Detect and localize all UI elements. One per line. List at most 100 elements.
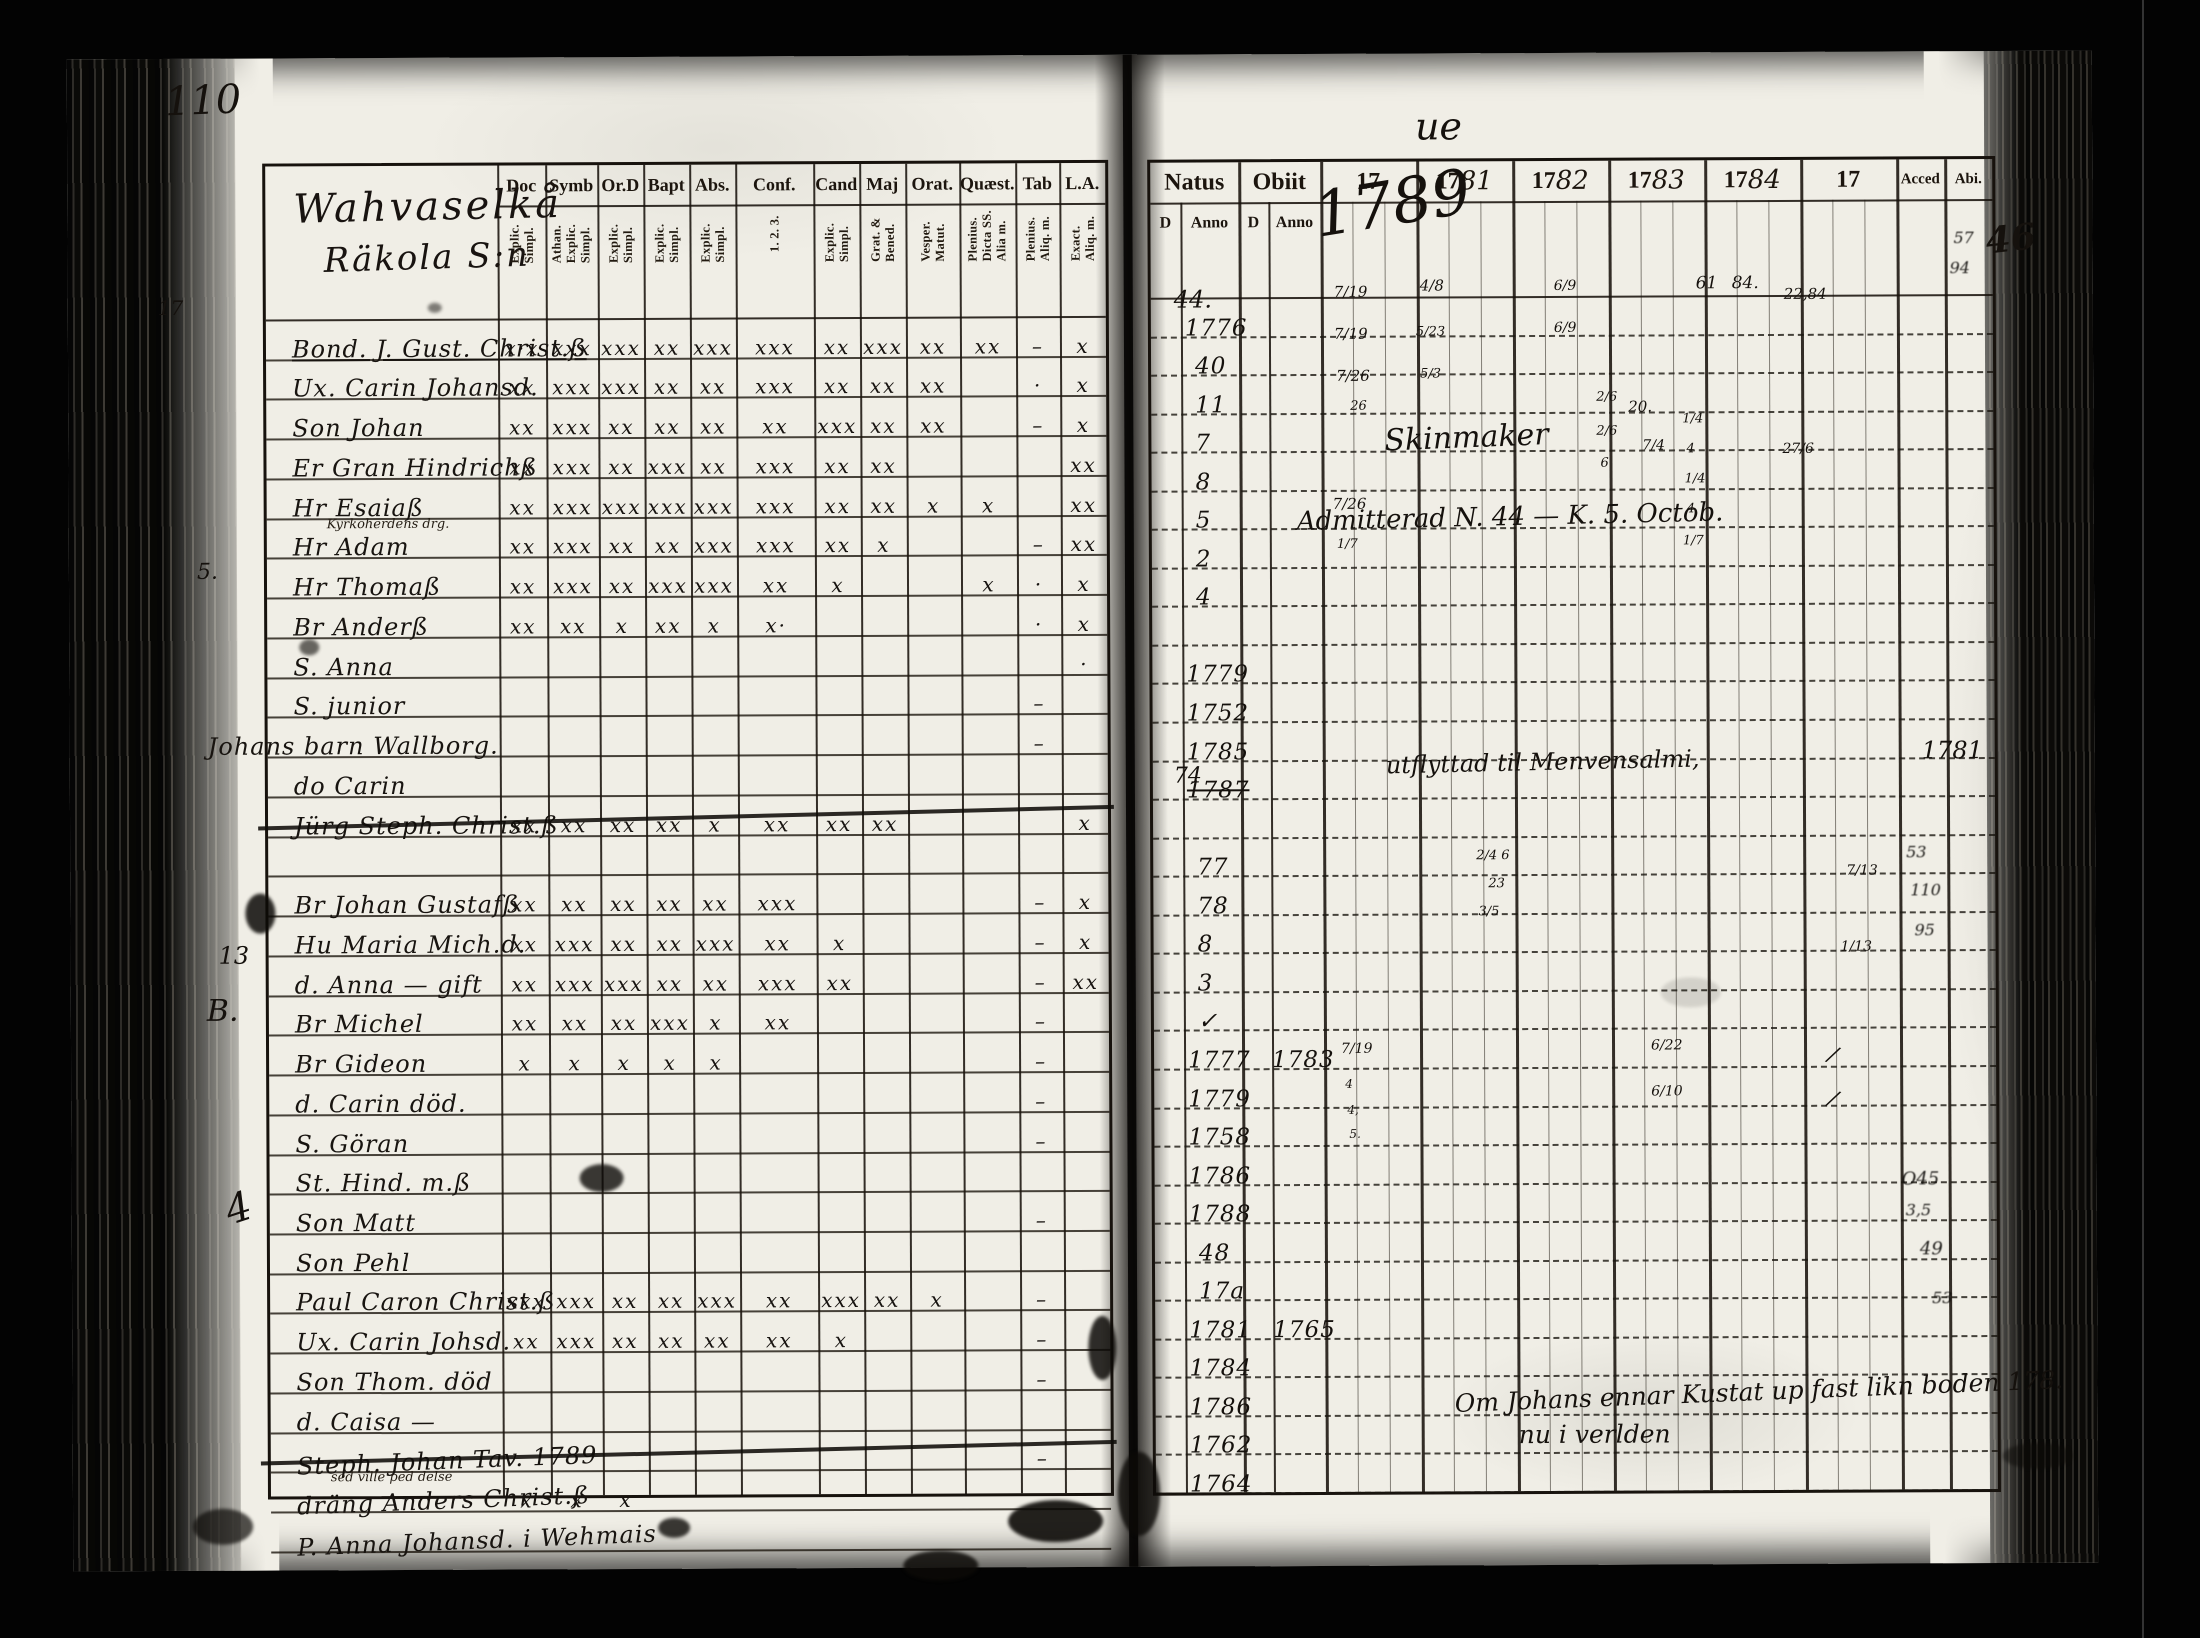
mark-cell: x — [1077, 611, 1091, 636]
handwritten-note: 2/6 — [1596, 389, 1618, 405]
mark-cell: x — [930, 1288, 944, 1313]
mark-cell: xx — [765, 1288, 793, 1313]
register-row-dates: 1779 — [1152, 640, 1995, 688]
mark-cell: xx — [653, 335, 681, 360]
column-header-ord: Or.D — [601, 174, 640, 195]
mark-cell: xxx — [552, 534, 593, 559]
column-subheader: Plenius. Dicta SS. Alia m. — [959, 203, 1015, 261]
handwritten-note: 7/19 — [1341, 1040, 1373, 1057]
mark-cell: · — [1034, 572, 1044, 597]
mark-cell: xx — [654, 613, 682, 638]
mark-cell: xx — [512, 1329, 540, 1354]
register-row: Ux. Carin Johsd. xx xxx xx xx xx xx x – — [270, 1309, 1111, 1357]
handwritten-note: 7/26 — [1332, 494, 1367, 513]
register-row: Paul Caron Christ.ß xxx xxx xx xx xxx xx xxx xx x… — [270, 1269, 1111, 1317]
mark-cell: xxx — [648, 573, 688, 599]
ink-blot — [1008, 1499, 1104, 1543]
column-subheader: Explic. Simpl. — [689, 205, 735, 263]
mark-cell: xx — [607, 415, 635, 440]
mark-cell: xx — [1072, 969, 1100, 994]
column-header-maj: Maj — [866, 173, 899, 194]
year-printed: 17 — [1627, 167, 1652, 194]
column-subheader-label: Explic. Simpl. — [698, 223, 727, 263]
register-row: d. Carin död. – — [269, 1070, 1110, 1118]
mark-cell: x — [709, 1050, 723, 1075]
handwritten-note: 94 — [1949, 258, 1971, 278]
column-subheader-label: Explic. Simpl. — [652, 223, 681, 263]
register-row: S. Anna · — [267, 633, 1108, 681]
column-subheader: Explic. Simpl. — [813, 204, 859, 262]
mark-cell: xx — [657, 1289, 685, 1314]
mark-cell: – — [1035, 1088, 1048, 1113]
mark-cell: – — [1035, 1128, 1048, 1153]
ink-blot — [1117, 1451, 1161, 1536]
mark-cell: xx — [702, 971, 730, 996]
mark-cell: xx — [611, 1289, 639, 1314]
mark-cell: xx — [702, 891, 729, 916]
handwritten-note: 27/6 — [1782, 440, 1814, 457]
natus-header: Natus — [1164, 168, 1225, 196]
handwritten-note: 6/9 — [1553, 319, 1577, 336]
mark-cell: xx — [1070, 532, 1098, 557]
mark-cell: xxx — [755, 533, 796, 558]
mark-cell: · — [1080, 651, 1089, 676]
mark-cell: xx — [657, 1328, 685, 1354]
mark-cell: x — [663, 1050, 677, 1075]
handwritten-note: nu i verlden — [1518, 1419, 1671, 1450]
mark-cell: xxx — [757, 970, 798, 995]
handwritten-note: 4 — [1686, 501, 1696, 517]
mark-cell: x — [832, 930, 847, 955]
year-printed: 17 — [1531, 167, 1556, 194]
register-row: Steph. Johan Tav. 1789 sed ville ped dels… — [260, 1428, 1117, 1486]
film-scratch — [2142, 0, 2144, 1638]
mark-cell: xxx — [552, 335, 592, 361]
mark-cell: xx — [509, 455, 536, 480]
register-row: Br Anderß xx xx x xx x x· · x — [267, 594, 1108, 641]
mark-cell: xx — [561, 1011, 589, 1036]
mark-cell: x — [982, 572, 996, 597]
ink-blot — [245, 893, 276, 934]
mark-cell: – — [1032, 532, 1045, 557]
handwritten-note: 4 — [1345, 1076, 1353, 1091]
mark-cell: xx — [653, 375, 681, 400]
handwritten-note: 26 — [1350, 398, 1367, 414]
mark-cell: xx — [561, 892, 588, 917]
handwritten-note: 7/4 — [1642, 437, 1665, 454]
mark-cell: x — [877, 533, 891, 558]
mark-cell: – — [1035, 1208, 1048, 1233]
column-subheader-label: Vesper. Matut. — [918, 221, 947, 262]
mark-cell: xx — [764, 931, 791, 956]
handwritten-note: 1781 — [1921, 736, 1983, 765]
register-row: Er Gran Hindrichß xx xxx xx xxx xx xxx xx xx xx — [266, 435, 1107, 482]
ink-blot — [1660, 977, 1721, 1008]
mark-cell: – — [1035, 1049, 1048, 1074]
mark-cell: xxx — [821, 1288, 862, 1313]
register-row-dates — [1152, 602, 1995, 647]
handwritten-note: 4/8 — [1419, 276, 1444, 295]
register-row: St. Hind. m.ß — [269, 1150, 1110, 1198]
column-header-qust: Quæst. — [959, 172, 1015, 194]
abi-header: Abi. — [1954, 170, 1982, 187]
handwritten-note: 53 — [1932, 1288, 1953, 1308]
right-table-header: Natus Obiit 17 17 81 17 82 17 83 17 84 17 Acced Abi. D… — [1150, 159, 1992, 232]
handwritten-note: 46 — [1983, 215, 2038, 263]
mark-cell: xxx — [755, 374, 796, 399]
column-header-orat: Orat. — [911, 173, 954, 194]
mark-cell: x — [707, 613, 721, 638]
handwritten-note: 6/10 — [1651, 1083, 1683, 1100]
register-row: Son Matt – — [269, 1190, 1110, 1237]
mark-cell: xx — [608, 454, 635, 480]
column-subheader-label: Explic. Simpl. — [822, 222, 851, 263]
mark-cell: xxx — [601, 494, 642, 519]
mark-cell: xx — [762, 573, 790, 598]
handwritten-note: 5. — [1349, 1126, 1361, 1141]
obiit-day-subheader: D — [1247, 214, 1260, 232]
handwritten-note: 95 — [1914, 920, 1935, 940]
mark-cell: – — [1034, 969, 1047, 994]
register-row: S. junior – — [267, 673, 1108, 721]
handwritten-note: 17 — [157, 295, 184, 321]
register-row-dates: 1786 — [1154, 1142, 1997, 1189]
mark-cell: xxx — [692, 335, 733, 360]
